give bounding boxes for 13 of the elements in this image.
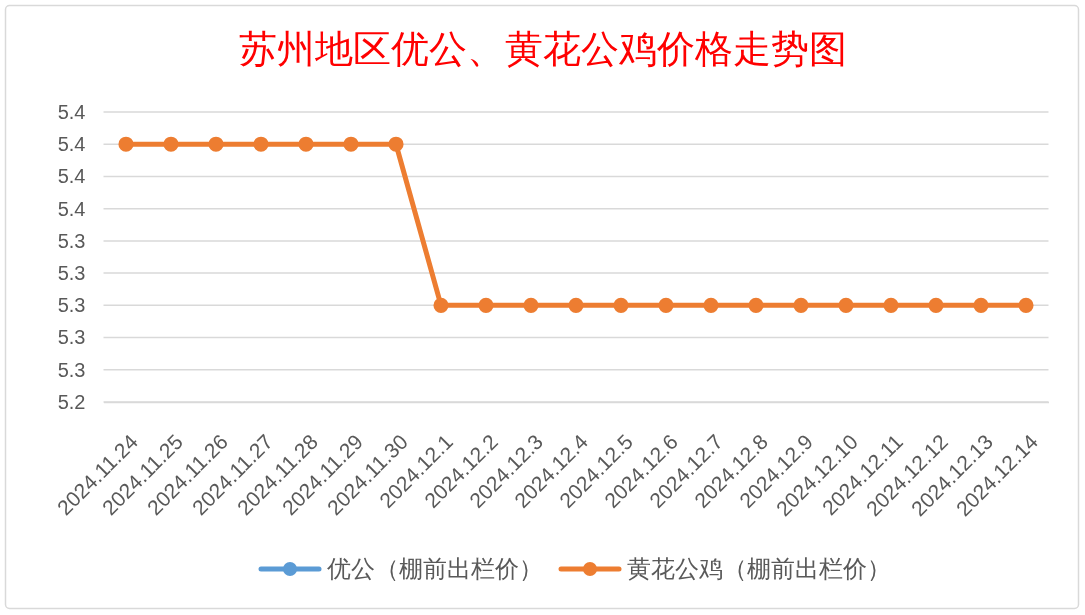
y-tick-label: 5.4 (57, 197, 86, 220)
y-tick-label: 5.3 (57, 262, 86, 285)
y-tick-label: 5.3 (57, 294, 86, 317)
legend-label: 黄花公鸡（棚前出栏价） (627, 555, 891, 583)
y-tick-label: 5.2 (57, 390, 86, 413)
chart-title: 苏州地区优公、黄花公鸡价格走势图 (238, 28, 847, 70)
y-tick-label: 5.4 (57, 100, 86, 123)
y-tick-label: 5.4 (57, 165, 86, 188)
legend-label: 优公（棚前出栏价） (327, 555, 543, 583)
y-tick-label: 5.3 (57, 326, 86, 349)
y-tick-label: 5.4 (57, 133, 86, 156)
y-tick-label: 5.3 (57, 358, 86, 381)
y-tick-label: 5.3 (57, 229, 86, 252)
